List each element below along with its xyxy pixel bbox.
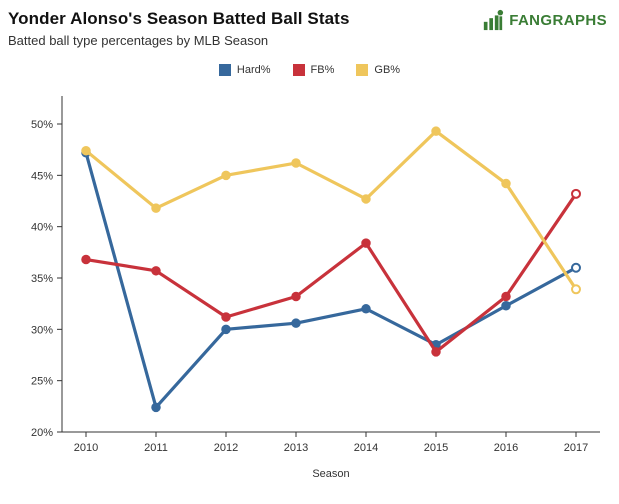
- series-FB-pct: [81, 188, 581, 357]
- data-point[interactable]: [291, 158, 301, 168]
- y-tick-label: 25%: [31, 376, 53, 388]
- data-point[interactable]: [81, 145, 91, 156]
- data-point[interactable]: [571, 284, 581, 295]
- series-line: [84, 192, 578, 354]
- x-tick-label: 2010: [74, 442, 98, 454]
- data-point[interactable]: [81, 254, 91, 265]
- data-point[interactable]: [151, 402, 161, 413]
- fangraphs-logo[interactable]: FANGRAPHS: [482, 9, 607, 31]
- series-line: [84, 151, 578, 409]
- y-tick-label: 40%: [31, 222, 53, 234]
- data-point[interactable]: [431, 126, 441, 136]
- y-tick-label: 50%: [31, 119, 53, 131]
- data-point[interactable]: [221, 324, 231, 335]
- fangraphs-logo-icon: [484, 9, 504, 31]
- x-tick-label: 2011: [144, 442, 168, 454]
- data-point[interactable]: [151, 266, 161, 276]
- y-tick-label: 20%: [31, 427, 53, 439]
- x-tick-label: 2015: [424, 442, 448, 454]
- series-line: [84, 129, 578, 291]
- data-point[interactable]: [291, 318, 301, 328]
- x-tick-label: 2012: [214, 442, 238, 454]
- data-point[interactable]: [571, 262, 581, 273]
- x-tick-label: 2016: [494, 442, 518, 454]
- x-axis-title: Season: [312, 468, 349, 480]
- x-tick-label: 2013: [284, 442, 308, 454]
- titles-block: Yonder Alonso's Season Batted Ball Stats…: [8, 9, 350, 48]
- y-tick-label: 30%: [31, 324, 53, 336]
- data-point[interactable]: [361, 304, 371, 314]
- page-subtitle: Batted ball type percentages by MLB Seas…: [8, 33, 269, 48]
- y-tick-label: 45%: [31, 170, 53, 182]
- x-tick-label: 2014: [354, 442, 378, 454]
- chart-legend: Hard% FB% GB%: [0, 62, 619, 78]
- data-point[interactable]: [431, 347, 441, 357]
- data-point[interactable]: [221, 312, 231, 322]
- data-point[interactable]: [291, 291, 301, 302]
- legend-swatch: [356, 64, 369, 76]
- data-point[interactable]: [501, 291, 511, 302]
- legend-label: Hard%: [236, 64, 271, 76]
- x-tick-label: 2017: [564, 442, 588, 454]
- chart-header: Yonder Alonso's Season Batted Ball Stats…: [0, 0, 619, 48]
- data-point[interactable]: [361, 194, 371, 204]
- data-point[interactable]: [501, 178, 511, 189]
- legend-label: GB%: [374, 64, 401, 76]
- legend-item-FB-pct[interactable]: FB%: [292, 64, 335, 76]
- legend-swatch: [292, 64, 305, 76]
- page-title: Yonder Alonso's Season Batted Ball Stats: [8, 9, 350, 28]
- data-point[interactable]: [571, 188, 581, 199]
- legend-item-Hard-pct[interactable]: Hard%: [218, 64, 271, 76]
- data-point[interactable]: [151, 203, 161, 213]
- data-point[interactable]: [501, 300, 511, 311]
- series-GB-pct: [81, 126, 581, 295]
- data-point[interactable]: [361, 238, 371, 248]
- axes: [61, 96, 600, 433]
- chart-svg: 20% 25% 30% 35% 40% 45% 50% 2010 2011 2012 2013 201…: [31, 96, 600, 480]
- y-tick-label: 35%: [31, 273, 53, 285]
- data-point[interactable]: [221, 170, 231, 181]
- fangraphs-logo-text: FANGRAPHS: [509, 11, 607, 29]
- legend-item-GB-pct[interactable]: GB%: [356, 64, 400, 76]
- legend-swatch: [218, 64, 231, 76]
- legend-label: FB%: [310, 64, 335, 76]
